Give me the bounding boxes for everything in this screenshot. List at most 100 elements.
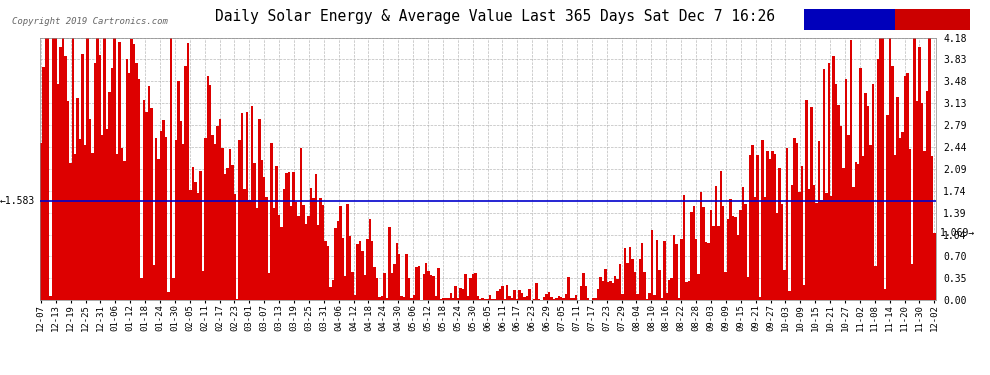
Bar (614, 276, 617, 300)
Bar (330, 287, 332, 300)
Bar (565, 294, 567, 300)
Bar (555, 298, 557, 300)
Bar (744, 204, 746, 300)
Bar (874, 266, 876, 300)
Bar (506, 285, 509, 300)
Bar (768, 159, 771, 300)
Bar (543, 297, 545, 300)
Bar (204, 138, 207, 300)
Bar (751, 145, 754, 300)
Bar (418, 266, 420, 300)
Bar (250, 106, 253, 300)
Bar (337, 220, 339, 300)
Bar (325, 241, 327, 300)
Bar (680, 239, 683, 300)
Bar (378, 297, 381, 300)
Bar (199, 171, 202, 300)
Bar (410, 297, 413, 300)
Bar (650, 230, 653, 300)
Bar (182, 144, 184, 300)
Bar (849, 40, 852, 300)
Bar (884, 289, 886, 300)
Bar (118, 42, 121, 300)
Bar (408, 278, 410, 300)
Bar (89, 120, 91, 300)
Bar (123, 160, 126, 300)
Bar (896, 97, 899, 300)
Bar (177, 81, 179, 300)
Bar (126, 58, 128, 300)
Bar (152, 266, 155, 300)
Bar (358, 241, 361, 300)
Bar (886, 115, 889, 300)
Bar (575, 296, 577, 300)
Bar (310, 188, 312, 300)
Bar (353, 295, 356, 300)
Bar (64, 56, 66, 300)
Bar (255, 208, 258, 300)
Bar (735, 217, 737, 300)
Bar (808, 189, 811, 300)
Bar (339, 206, 342, 300)
Bar (876, 60, 879, 300)
Bar (526, 296, 528, 300)
Bar (148, 86, 150, 300)
Bar (788, 291, 791, 300)
Bar (459, 288, 461, 300)
Bar (655, 240, 658, 300)
Bar (136, 63, 138, 300)
Bar (74, 154, 76, 300)
Bar (42, 66, 45, 300)
Bar (47, 38, 50, 300)
Bar (214, 144, 217, 300)
Bar (81, 54, 84, 300)
Bar (547, 292, 550, 300)
Bar (852, 186, 854, 300)
Bar (763, 197, 766, 300)
Bar (862, 156, 864, 300)
Bar (197, 193, 199, 300)
Bar (717, 226, 720, 300)
Bar (143, 100, 146, 300)
Bar (781, 204, 783, 300)
Bar (742, 187, 744, 300)
Bar (454, 286, 457, 300)
Bar (835, 84, 838, 300)
Bar (771, 151, 773, 300)
Bar (521, 293, 523, 300)
Bar (820, 201, 823, 300)
Bar (727, 219, 730, 300)
Bar (869, 144, 872, 300)
Text: Daily Solar Energy & Average Value Last 365 Days Sat Dec 7 16:26: Daily Solar Energy & Average Value Last … (215, 9, 775, 24)
Text: Copyright 2019 Cartronics.com: Copyright 2019 Cartronics.com (12, 17, 167, 26)
Bar (116, 154, 118, 300)
Bar (830, 196, 833, 300)
Bar (348, 236, 351, 300)
Bar (425, 263, 428, 300)
Bar (697, 274, 700, 300)
Bar (162, 120, 164, 300)
Bar (342, 238, 344, 300)
Bar (688, 280, 690, 300)
Bar (361, 251, 363, 300)
Bar (685, 282, 688, 300)
Bar (363, 275, 366, 300)
Text: Daily  ($): Daily ($) (906, 15, 959, 24)
Bar (801, 166, 803, 300)
Bar (486, 299, 489, 300)
Bar (653, 296, 655, 300)
Bar (234, 194, 236, 300)
Bar (619, 264, 622, 300)
Bar (511, 298, 514, 300)
Bar (901, 132, 904, 300)
Bar (91, 153, 94, 300)
Bar (926, 91, 929, 300)
Bar (627, 263, 629, 300)
Bar (217, 126, 219, 300)
Bar (292, 172, 295, 300)
Bar (758, 297, 761, 300)
Bar (514, 290, 516, 300)
Bar (381, 296, 383, 300)
Bar (749, 155, 751, 300)
Bar (639, 259, 641, 300)
